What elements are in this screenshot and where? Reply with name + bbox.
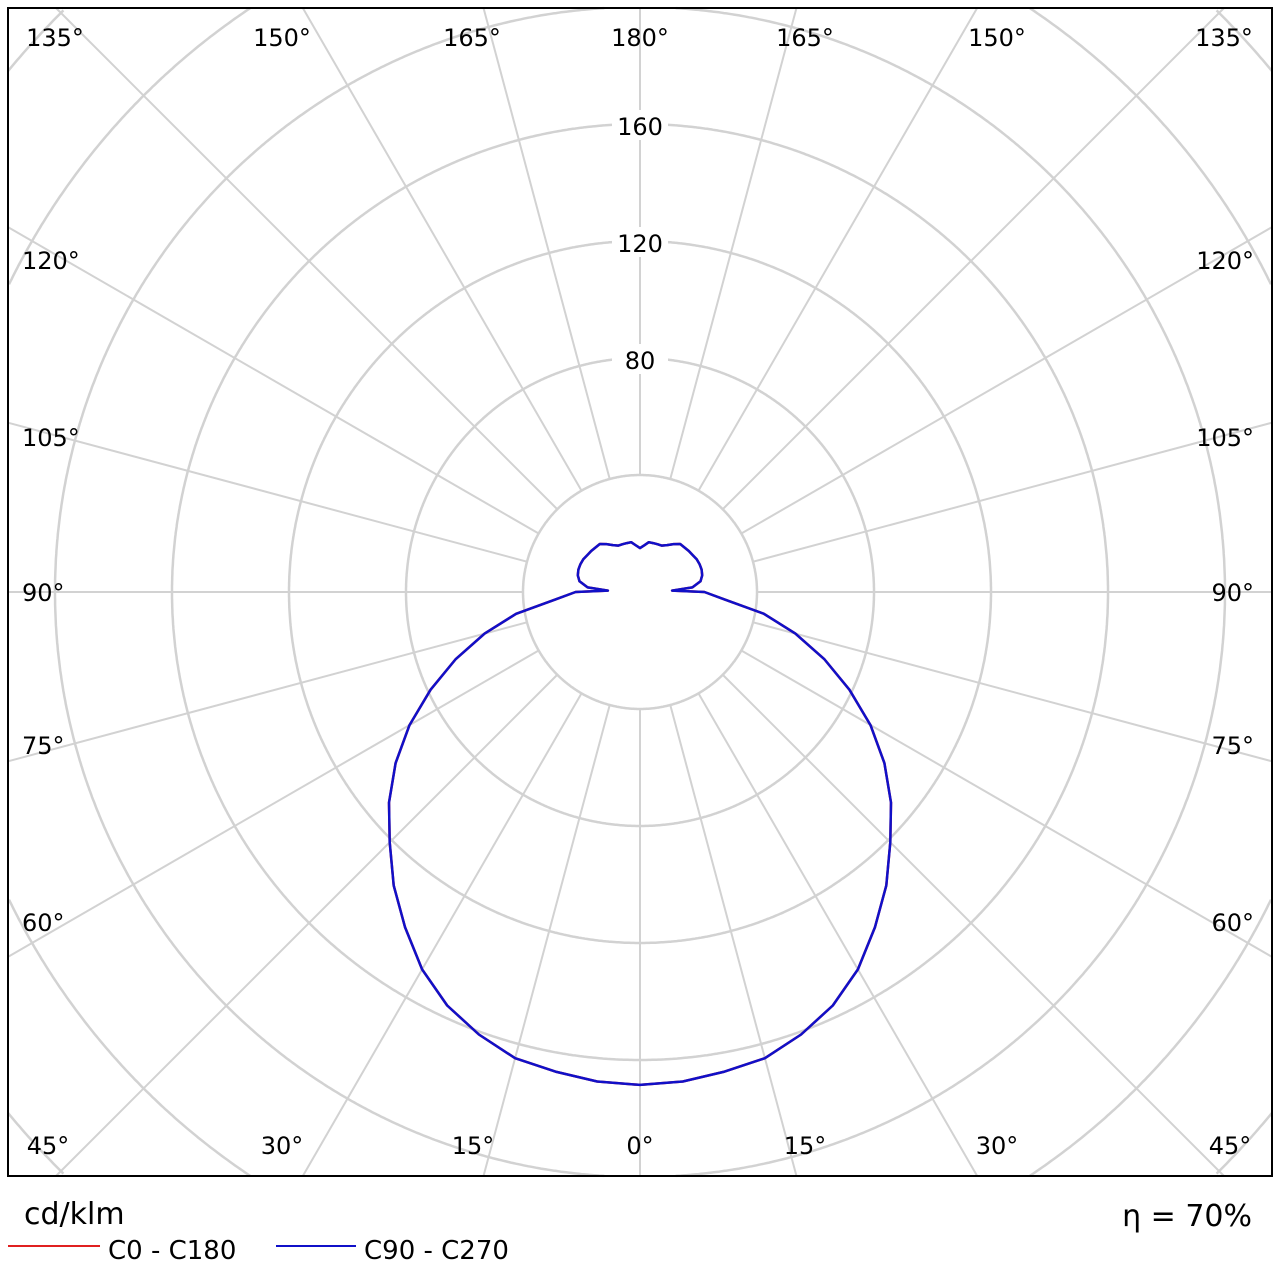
legend-label-c0: C0 - C180 bbox=[108, 1236, 236, 1266]
unit-label: cd/klm bbox=[24, 1197, 125, 1232]
angle-label: 105° bbox=[1196, 424, 1254, 452]
radial-gridline bbox=[7, 649, 540, 958]
angle-label: 165° bbox=[443, 24, 501, 52]
radial-gridline bbox=[301, 692, 583, 1177]
angle-label: 30° bbox=[976, 1132, 1019, 1160]
angle-label: 135° bbox=[1195, 24, 1253, 52]
angle-label: 120° bbox=[22, 247, 80, 275]
angle-label: 150° bbox=[253, 24, 311, 52]
radial-gridline bbox=[722, 674, 1225, 1177]
radial-gridline bbox=[697, 7, 979, 492]
angle-label: 15° bbox=[452, 1132, 495, 1160]
radial-gridline bbox=[752, 421, 1273, 563]
angle-label: 30° bbox=[261, 1132, 304, 1160]
radial-gridline bbox=[722, 7, 1225, 510]
chart-frame bbox=[7, 7, 1273, 1177]
ring-gridline bbox=[404, 356, 876, 828]
ring-gridline bbox=[170, 122, 1110, 1062]
angle-label: 120° bbox=[1196, 247, 1254, 275]
angle-label: 75° bbox=[1211, 732, 1254, 760]
ring-gridline bbox=[7, 9, 1273, 1175]
angle-label: 90° bbox=[1211, 579, 1254, 607]
angle-label: 45° bbox=[1209, 1132, 1252, 1160]
radial-tick-label: 120 bbox=[617, 230, 663, 258]
angle-label: 165° bbox=[776, 24, 834, 52]
radial-tick-label: 160 bbox=[617, 113, 663, 141]
radial-gridline bbox=[482, 7, 611, 480]
ring-gridline bbox=[53, 6, 1227, 1178]
angle-label: 90° bbox=[22, 579, 65, 607]
radial-tick-labels: 80 120 160 bbox=[612, 110, 668, 375]
angle-label: 45° bbox=[27, 1132, 70, 1160]
angle-label: 180° bbox=[611, 24, 669, 52]
angle-label: 75° bbox=[22, 732, 65, 760]
ring-gridline bbox=[7, 7, 1273, 1177]
angle-label: 60° bbox=[1211, 909, 1254, 937]
polar-grid bbox=[7, 6, 1273, 1178]
legend: C0 - C180 C90 - C270 bbox=[8, 1236, 509, 1266]
angle-label: 135° bbox=[26, 24, 84, 52]
radial-tick-label: 80 bbox=[625, 347, 656, 375]
radial-gridline bbox=[752, 621, 1273, 763]
angle-labels: 135° 150° 165° 180° 165° 150° 135° 120° … bbox=[22, 24, 1254, 1160]
angle-label: 105° bbox=[22, 424, 80, 452]
angle-label: 0° bbox=[626, 1132, 653, 1160]
radial-gridline bbox=[740, 226, 1273, 535]
radial-gridline bbox=[697, 692, 979, 1177]
radial-gridline bbox=[7, 421, 528, 563]
efficiency-label: η = 70% bbox=[1122, 1199, 1252, 1234]
ring-gridline bbox=[521, 473, 759, 711]
ring-gridline bbox=[287, 239, 993, 945]
series-curve-1 bbox=[387, 540, 893, 1087]
radial-gridline bbox=[7, 226, 540, 535]
radial-gridline bbox=[740, 649, 1273, 958]
radial-gridline bbox=[669, 704, 798, 1177]
angle-label: 15° bbox=[784, 1132, 827, 1160]
legend-label-c90: C90 - C270 bbox=[364, 1236, 509, 1266]
angle-label: 150° bbox=[968, 24, 1026, 52]
radial-gridline bbox=[301, 7, 583, 492]
angle-label: 60° bbox=[22, 909, 65, 937]
radial-gridline bbox=[55, 7, 558, 510]
curves bbox=[387, 540, 893, 1087]
radial-gridline bbox=[55, 674, 558, 1177]
radial-gridline bbox=[7, 621, 528, 763]
radial-gridline bbox=[482, 704, 611, 1177]
radial-gridline bbox=[669, 7, 798, 480]
